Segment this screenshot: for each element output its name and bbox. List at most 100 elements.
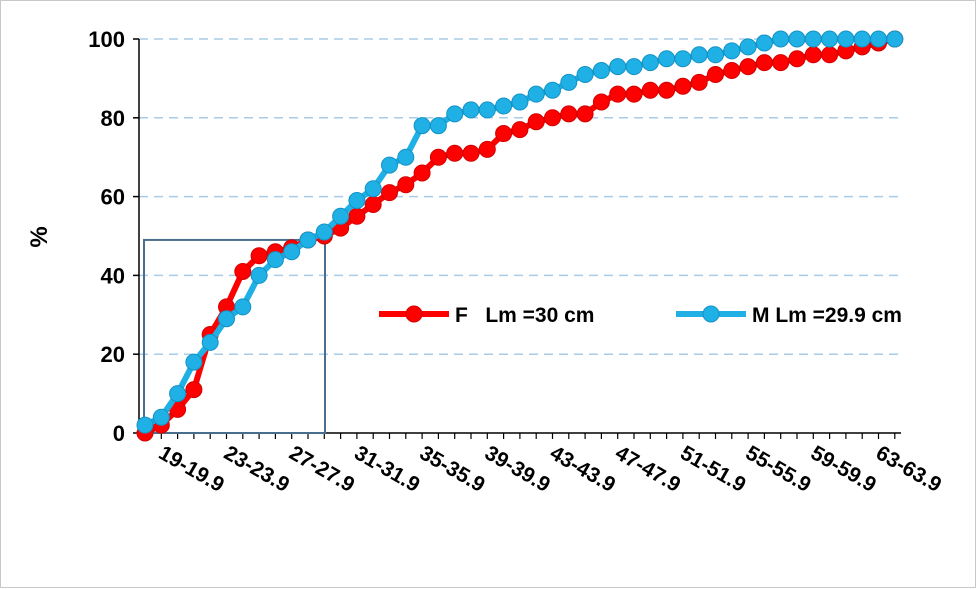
data-point [788, 50, 806, 68]
data-point [658, 50, 676, 68]
data-point [821, 46, 839, 64]
data-point [527, 85, 545, 103]
data-point [266, 251, 284, 269]
highlight-box [143, 238, 326, 434]
data-point [381, 184, 398, 202]
data-point [592, 93, 610, 111]
data-point [723, 62, 741, 80]
legend: F Lm =30 cm M Lm =29.9 cm [379, 304, 902, 327]
data-point [201, 333, 219, 351]
data-point [446, 105, 464, 123]
data-point [690, 73, 708, 91]
data-point [283, 243, 301, 261]
data-point [152, 408, 170, 426]
data-point [364, 195, 382, 213]
data-point [625, 58, 643, 76]
data-point [348, 207, 366, 225]
x-tick-label: 39-39.9 [481, 441, 554, 497]
data-point [870, 30, 887, 48]
y-tick-label-100: 100 [88, 27, 125, 52]
data-point [185, 353, 203, 371]
data-point [658, 81, 676, 99]
x-axis-ticks: 19-19.923-23.927-27.931-31.935-35.939-39… [144, 433, 945, 497]
x-tick-label: 47-47.9 [611, 441, 684, 497]
data-point [674, 77, 692, 95]
y-tick-label-20: 20 [101, 342, 125, 367]
data-point [511, 93, 529, 111]
data-point [527, 113, 545, 131]
data-point [674, 50, 692, 68]
data-point [234, 262, 252, 280]
x-tick-label: 55-55.9 [742, 441, 815, 497]
data-point [544, 109, 561, 127]
y-tick-label-60: 60 [101, 185, 125, 210]
data-point [218, 310, 235, 328]
data-point [315, 223, 333, 241]
data-point [723, 42, 741, 60]
data-point [560, 105, 578, 123]
data-point [413, 117, 431, 135]
data-point [169, 385, 187, 403]
legend-m-label: M Lm =29.9 cm [752, 304, 902, 327]
legend-item-m: M Lm =29.9 cm [676, 304, 902, 327]
data-point [478, 101, 496, 119]
data-point [381, 156, 398, 174]
data-point [625, 85, 643, 103]
data-point [804, 46, 822, 64]
data-point [772, 30, 790, 48]
data-point [609, 85, 627, 103]
data-point [690, 46, 708, 64]
data-point [804, 30, 822, 48]
data-point [592, 62, 610, 80]
data-point [299, 231, 317, 249]
y-tick-label-40: 40 [101, 263, 125, 288]
legend-item-f: F Lm =30 cm [379, 304, 594, 327]
data-point [853, 30, 871, 48]
legend-m-marker [702, 305, 720, 323]
x-tick-label: 19-19.9 [155, 441, 228, 497]
data-point [364, 180, 382, 198]
data-point [462, 144, 480, 162]
x-tick-label: 63-63.9 [872, 441, 945, 497]
y-axis-ticks: 0 20 40 60 80 100 [88, 27, 139, 446]
series-m [136, 30, 904, 434]
data-point [495, 125, 513, 143]
data-point [185, 381, 203, 399]
data-point [772, 54, 790, 72]
data-point [136, 416, 154, 434]
data-point [429, 117, 447, 135]
series-f [136, 30, 904, 442]
data-point [397, 176, 415, 194]
data-point [739, 58, 757, 76]
data-point [495, 97, 513, 115]
x-tick-label: 31-31.9 [350, 441, 423, 497]
data-point [739, 38, 757, 56]
data-point [413, 164, 431, 182]
data-point [576, 65, 594, 83]
x-tick-label: 35-35.9 [416, 441, 489, 497]
data-point [886, 30, 904, 48]
series-group [136, 30, 904, 442]
data-point [397, 148, 415, 166]
legend-f-label: F Lm =30 cm [455, 304, 594, 327]
data-point [446, 144, 464, 162]
x-tick-label: 23-23.9 [220, 441, 293, 497]
data-point [707, 65, 724, 83]
data-point [250, 247, 268, 265]
data-point [348, 192, 366, 210]
y-axis-label: % [26, 226, 53, 247]
data-point [641, 81, 659, 99]
data-point [462, 101, 480, 119]
data-point [544, 81, 561, 99]
data-point [609, 58, 627, 76]
data-point [576, 105, 594, 123]
data-point [511, 121, 529, 139]
data-point [837, 30, 855, 48]
y-tick-label-80: 80 [101, 106, 125, 131]
data-point [755, 34, 773, 52]
data-point [332, 207, 350, 225]
data-point [234, 298, 252, 316]
x-tick-label: 27-27.9 [285, 441, 358, 497]
y-tick-label-0: 0 [113, 421, 125, 446]
data-point [429, 148, 447, 166]
